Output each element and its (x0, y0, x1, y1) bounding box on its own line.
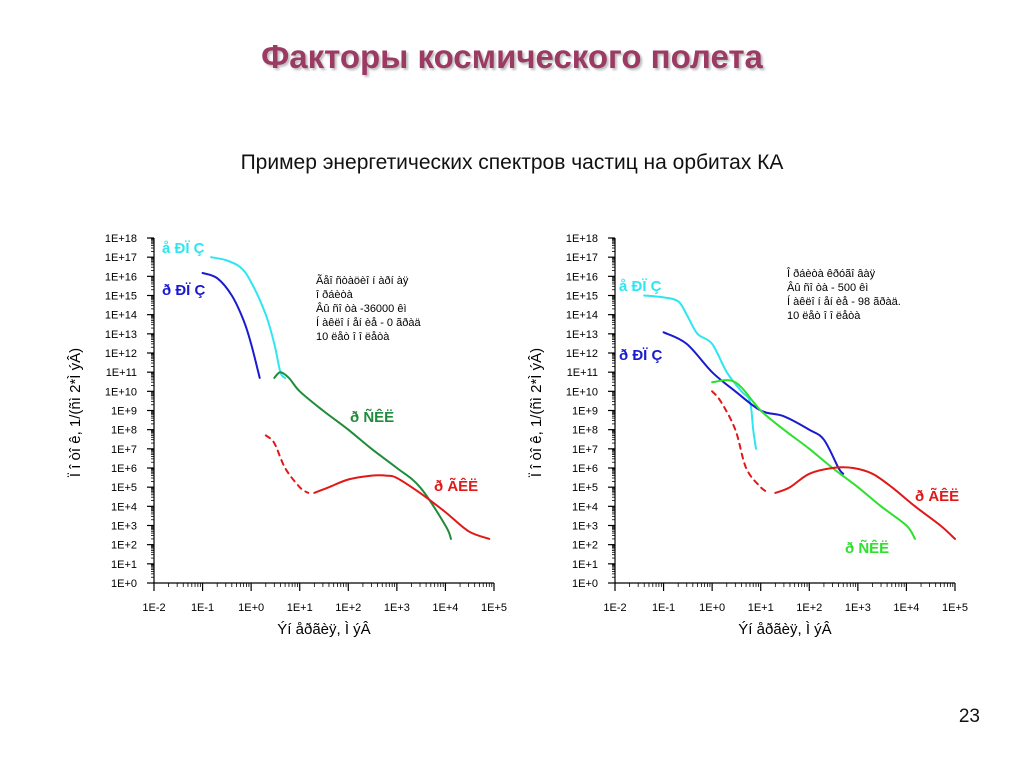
x-tick-label: 1E-2 (603, 602, 626, 614)
y-tick-label: 1E+4 (111, 501, 137, 513)
series-line-2 (273, 371, 452, 540)
series-label: ð ÑÊË (350, 408, 394, 426)
series-line-4 (774, 466, 956, 540)
series-line-1 (662, 331, 845, 475)
y-tick-label: 1E+11 (106, 367, 137, 379)
y-tick-label: 1E+17 (566, 252, 598, 264)
series-label: ð ÑÊË (845, 539, 889, 557)
y-tick-label: 1E+16 (566, 271, 598, 283)
y-tick-label: 1E+9 (572, 406, 598, 418)
y-tick-label: 1E+12 (105, 348, 137, 360)
orbit-annotation-line: Âû ñî òà - 500 êì (787, 281, 868, 294)
x-tick-label: 1E+3 (384, 602, 410, 614)
orbit-annotation-line: î ðáèòà (315, 289, 354, 301)
y-tick-label: 1E+15 (105, 291, 137, 303)
page-number: 23 (958, 706, 980, 727)
y-tick-label: 1E+6 (111, 463, 137, 475)
orbit-annotation-line: Âû ñî òà -36000 êì (316, 302, 407, 315)
orbit-annotation-line: Í àêëî í åí èå - 98 ãðàä. (787, 295, 901, 308)
series-label: ð ÃÊË (915, 487, 959, 505)
x-tick-label: 1E+5 (481, 602, 507, 614)
series-line-0 (210, 256, 287, 379)
y-axis-title: Ï î òî ê, 1/(ñì 2*Ì ýÂ) (528, 348, 545, 477)
series-line-1 (201, 272, 261, 379)
orbit-annotation-line: Ãåî ñòàöèî í àðí àÿ (316, 274, 409, 287)
series-line-4 (313, 474, 491, 540)
orbit-annotation-line: 10 ëåò î î ëåòà (316, 331, 390, 343)
series-label: å ÐÏ Ç (619, 278, 662, 295)
y-tick-label: 1E+7 (111, 444, 137, 456)
y-tick-label: 1E+13 (566, 329, 598, 341)
y-tick-label: 1E+0 (111, 578, 137, 590)
series-line-2 (711, 379, 916, 540)
y-tick-label: 1E+13 (105, 329, 137, 341)
y-tick-label: 1E+16 (105, 271, 137, 283)
y-tick-label: 1E+1 (111, 559, 137, 571)
y-tick-label: 1E+17 (105, 252, 137, 264)
x-axis-title: Ýí åðãèÿ, Ì ýÂ (277, 621, 370, 638)
y-tick-label: 1E+10 (105, 386, 137, 398)
y-tick-label: 1E+18 (566, 233, 598, 245)
series-line-0 (643, 294, 757, 450)
y-tick-label: 1E+2 (572, 540, 598, 552)
series-label: ð ÐÏ Ç (162, 282, 205, 299)
series-line-3 (264, 434, 310, 494)
orbit-annotation-line: Í àêëî í åí èå - 0 ãðàä (316, 316, 421, 329)
y-tick-label: 1E+14 (566, 310, 598, 322)
orbit-annotation-line: Î ðáèòà êðóãî âàÿ (786, 267, 876, 280)
y-tick-label: 1E+5 (572, 482, 598, 494)
y-tick-label: 1E+7 (572, 444, 598, 456)
x-tick-label: 1E-2 (142, 602, 165, 614)
y-tick-label: 1E+15 (566, 291, 598, 303)
x-tick-label: 1E+0 (238, 602, 264, 614)
x-axis-title: Ýí åðãèÿ, Ì ýÂ (738, 621, 831, 638)
x-tick-label: 1E+4 (432, 602, 458, 614)
y-tick-label: 1E+1 (572, 559, 598, 571)
y-tick-label: 1E+4 (572, 501, 598, 513)
x-tick-label: 1E+1 (287, 602, 313, 614)
y-tick-label: 1E+14 (105, 310, 137, 322)
y-tick-label: 1E+0 (572, 578, 598, 590)
y-tick-label: 1E+6 (572, 463, 598, 475)
x-tick-label: 1E-1 (652, 602, 675, 614)
series-line-3 (711, 390, 771, 494)
y-tick-label: 1E+3 (111, 521, 137, 533)
y-tick-label: 1E+5 (111, 482, 137, 494)
chart-right: 1E+0 1E+1 1E+2 1E+3 1E+4 1E+5 1E+6 1E+7 1E+8 1E+9… (528, 233, 968, 638)
y-tick-label: 1E+8 (572, 425, 598, 437)
y-tick-label: 1E+8 (111, 425, 137, 437)
slide-subtitle: Пример энергетических спектров частиц на… (240, 151, 784, 174)
orbit-annotation-line: 10 ëåò î î ëåòà (787, 310, 861, 322)
y-tick-label: 1E+18 (105, 233, 137, 245)
x-tick-label: 1E+5 (942, 602, 968, 614)
x-tick-label: 1E+3 (845, 602, 871, 614)
y-tick-label: 1E+12 (566, 348, 598, 360)
series-label: å ÐÏ Ç (162, 240, 205, 257)
y-axis-title: Ï î òî ê, 1/(ñì 2*Ì ýÂ) (67, 348, 84, 477)
x-tick-label: 1E-1 (191, 602, 214, 614)
slide-title: Факторы космического полета (261, 38, 763, 75)
x-tick-label: 1E+2 (335, 602, 361, 614)
series-label: ð ÃÊË (434, 477, 478, 495)
x-tick-label: 1E+4 (893, 602, 919, 614)
x-tick-label: 1E+1 (748, 602, 774, 614)
y-tick-label: 1E+11 (567, 367, 598, 379)
x-tick-label: 1E+2 (796, 602, 822, 614)
y-tick-label: 1E+10 (566, 386, 598, 398)
chart-left: 1E+0 1E+1 1E+2 1E+3 1E+4 1E+5 1E+6 1E+7 1E+8 1E+9… (67, 233, 507, 638)
y-tick-label: 1E+2 (111, 540, 137, 552)
series-label: ð ÐÏ Ç (619, 347, 662, 364)
y-tick-label: 1E+3 (572, 521, 598, 533)
y-tick-label: 1E+9 (111, 406, 137, 418)
x-tick-label: 1E+0 (699, 602, 725, 614)
